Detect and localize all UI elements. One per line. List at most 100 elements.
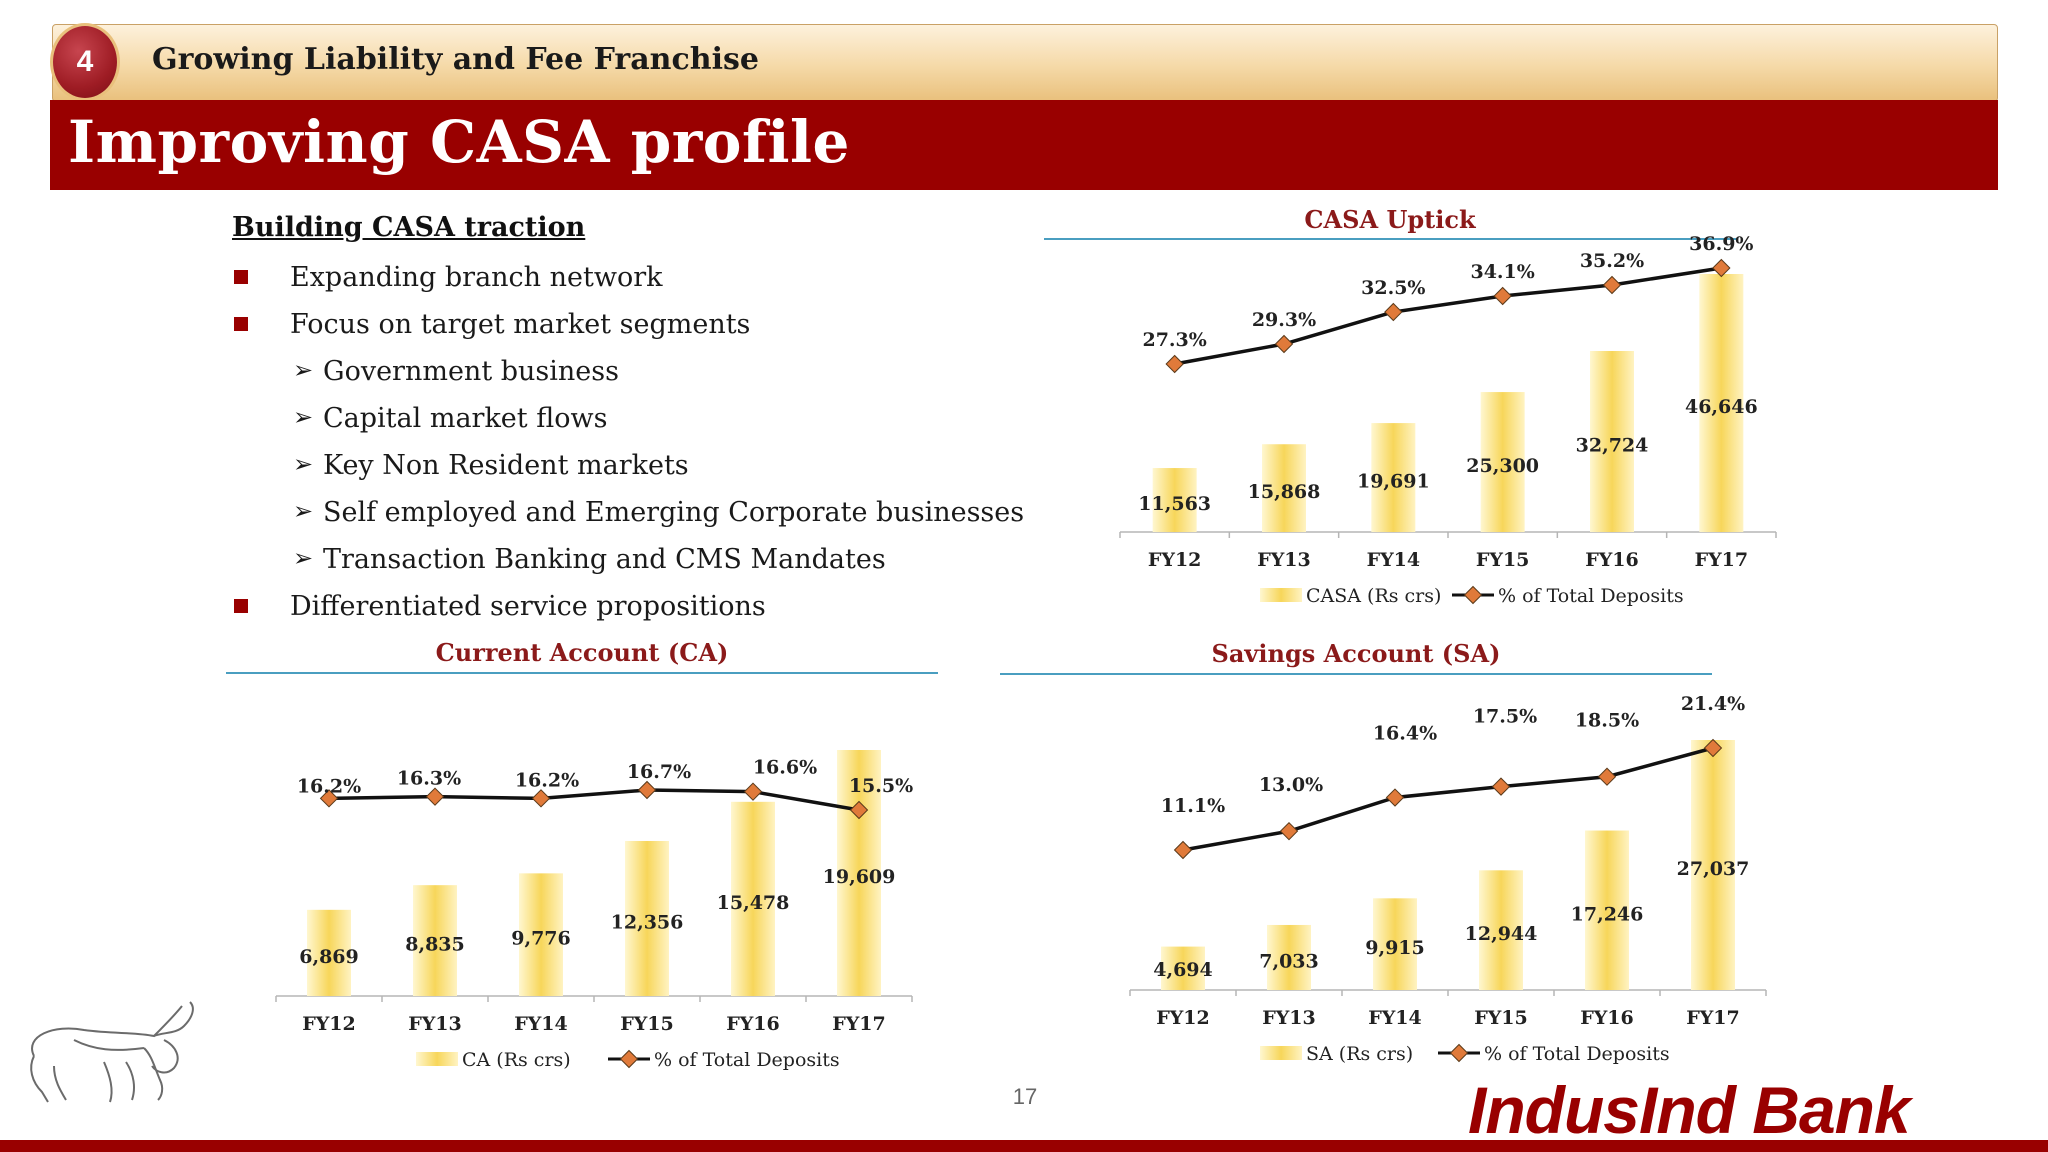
bar-value-label: 15,868 — [1248, 481, 1321, 503]
line-marker — [1279, 821, 1299, 841]
bar — [413, 885, 457, 996]
legend-label-bar: SA (Rs crs) — [1306, 1043, 1413, 1065]
casa-chart-title: CASA Uptick — [1304, 205, 1476, 234]
ca-chart-rule — [226, 672, 938, 674]
sa-chart-title: Savings Account (SA) — [1211, 639, 1501, 668]
legend-label-line: % of Total Deposits — [654, 1049, 840, 1071]
bullet-item: ➢ Capital market flows — [293, 403, 607, 434]
bar-value-label: 17,246 — [1571, 903, 1644, 925]
line-marker — [1491, 777, 1511, 796]
bullet-text: Key Non Resident markets — [323, 450, 689, 481]
bar — [519, 873, 563, 996]
arrow-bullet-icon: ➢ — [293, 450, 314, 478]
bar-value-label: 25,300 — [1466, 455, 1539, 477]
bar-value-label: 9,776 — [511, 928, 571, 950]
bar — [1262, 444, 1306, 532]
line-marker — [319, 789, 339, 808]
bullet-text: Self employed and Emerging Corporate bus… — [323, 497, 1025, 528]
bar — [1161, 946, 1205, 990]
bar — [1699, 274, 1744, 532]
category-label: FY17 — [1686, 1007, 1740, 1029]
category-label: FY12 — [1156, 1007, 1210, 1029]
line-marker — [531, 789, 551, 808]
square-bullet-icon — [234, 599, 248, 613]
category-label: FY12 — [1148, 549, 1202, 571]
line-marker — [1384, 302, 1403, 322]
line-marker — [425, 787, 445, 806]
line-marker — [1493, 286, 1512, 306]
bar — [1585, 830, 1629, 990]
line-value-label: 34.1% — [1470, 261, 1534, 283]
bar — [731, 801, 775, 996]
legend-label-line: % of Total Deposits — [1498, 585, 1684, 607]
legend-swatch-bar — [1260, 1046, 1302, 1060]
line-marker — [1173, 840, 1193, 860]
bullet-text: Expanding branch network — [290, 262, 663, 293]
bar-value-label: 9,915 — [1365, 937, 1425, 959]
legend-label-bar: CASA (Rs crs) — [1306, 585, 1441, 607]
bar-value-label: 7,033 — [1259, 950, 1319, 972]
line-series — [328, 788, 860, 812]
line-value-label: 16.6% — [753, 757, 817, 779]
title-bar — [50, 100, 1998, 190]
arrow-bullet-icon: ➢ — [293, 356, 314, 384]
legend: CASA (Rs crs) % of Total Deposits — [1260, 585, 1684, 607]
bullet-item: ➢ Government business — [293, 356, 619, 387]
line-value-label: 16.4% — [1373, 723, 1437, 745]
line-value-label: 16.2% — [297, 775, 361, 797]
bar — [1371, 423, 1416, 532]
bull-logo-icon — [30, 1001, 194, 1103]
category-label: FY14 — [1368, 1007, 1422, 1029]
bar-value-label: 19,609 — [823, 866, 896, 888]
line-marker — [1385, 788, 1405, 807]
legend-label-line: % of Total Deposits — [1484, 1043, 1670, 1065]
bullet-text: Government business — [323, 356, 619, 387]
bar-value-label: 12,944 — [1465, 923, 1538, 945]
bottom-band — [0, 1140, 2048, 1152]
bar — [1479, 870, 1523, 990]
line-value-label: 16.3% — [397, 768, 461, 790]
bullet-item: ➢ Key Non Resident markets — [293, 450, 689, 481]
line-marker — [743, 782, 763, 801]
casa-chart: 11,563 FY12 15,868 FY13 19,691 FY14 25,300 FY15… — [1119, 233, 1777, 607]
line-marker — [1703, 738, 1723, 758]
line-marker — [1602, 275, 1622, 295]
line-series — [1174, 266, 1722, 366]
arrow-bullet-icon: ➢ — [293, 497, 314, 525]
legend: SA (Rs crs) % of Total Deposits — [1260, 1043, 1670, 1065]
category-label: FY13 — [1257, 549, 1311, 571]
bar — [837, 750, 881, 996]
bar-value-label: 11,563 — [1138, 493, 1211, 515]
section-header-bar — [52, 24, 1998, 102]
line-value-label: 16.7% — [627, 761, 691, 783]
sa-chart-rule — [1000, 673, 1712, 675]
line-marker — [637, 780, 657, 800]
line-value-label: 32.5% — [1361, 277, 1425, 299]
line-value-label: 21.4% — [1681, 693, 1745, 715]
bar — [1480, 392, 1525, 532]
line-marker — [1274, 334, 1294, 354]
legend-swatch-bar — [1260, 588, 1302, 602]
bar-value-label: 32,724 — [1576, 435, 1649, 457]
category-label: FY17 — [1695, 549, 1749, 571]
arrow-bullet-icon: ➢ — [293, 403, 314, 431]
line-marker — [1597, 767, 1617, 786]
category-label: FY16 — [1585, 549, 1639, 571]
bullets-heading: Building CASA traction — [232, 212, 586, 243]
bullet-text: Differentiated service propositions — [290, 591, 766, 622]
line-value-label: 13.0% — [1259, 774, 1323, 796]
bar-value-label: 15,478 — [717, 892, 790, 914]
line-value-label: 18.5% — [1575, 710, 1639, 732]
category-label: FY15 — [1476, 549, 1530, 571]
ca-chart: 6,869 FY12 8,835 FY13 9,776 FY14 12,356 FY15 15,… — [275, 750, 913, 1071]
line-value-label: 16.2% — [515, 769, 579, 791]
line-value-label: 11.1% — [1161, 795, 1225, 817]
category-label: FY16 — [1580, 1007, 1634, 1029]
bar-value-label: 27,037 — [1677, 858, 1750, 880]
bar-value-label: 8,835 — [405, 934, 465, 956]
bullet-text: Transaction Banking and CMS Mandates — [323, 544, 886, 575]
bullet-item: Expanding branch network — [234, 262, 663, 293]
bar — [1691, 740, 1735, 990]
category-label: FY12 — [302, 1013, 356, 1035]
bar — [1373, 898, 1417, 990]
